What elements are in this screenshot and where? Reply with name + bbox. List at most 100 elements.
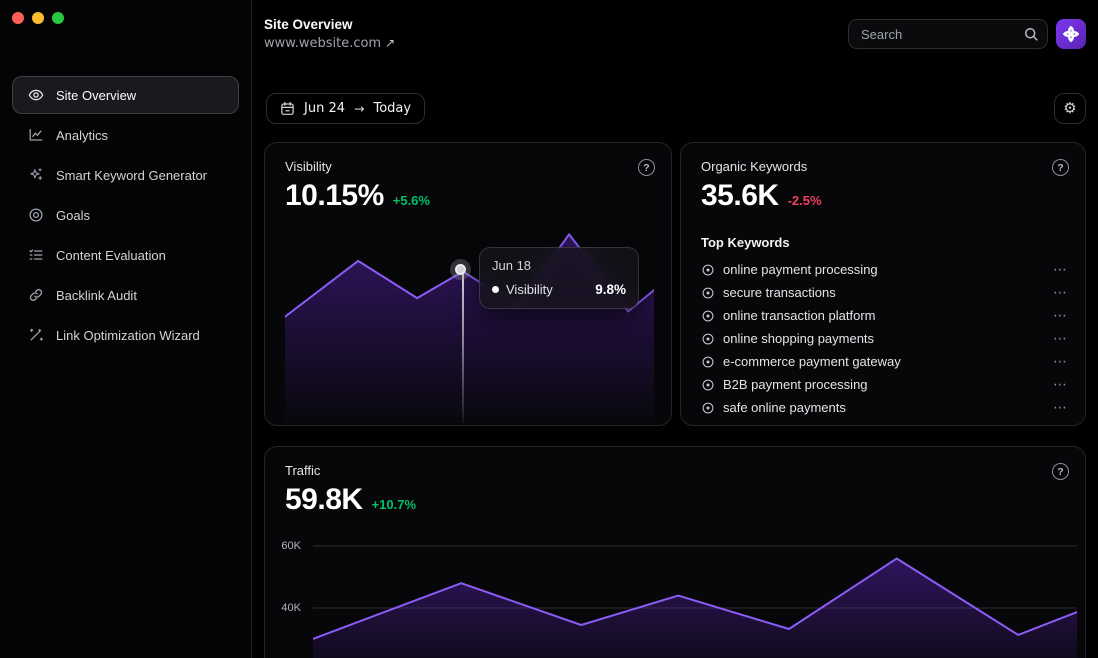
traffic-card: Traffic ? 59.8K +10.7% 60K 40K [264, 446, 1086, 658]
traffic-help-icon[interactable]: ? [1052, 463, 1069, 480]
keyword-menu-button[interactable]: ⋯ [1049, 309, 1071, 323]
chart-hover-marker [455, 264, 466, 275]
date-range-button[interactable]: Jun 24 → Today [266, 93, 426, 124]
keyword-target-icon [701, 263, 715, 277]
sidebar-item-backlink-audit[interactable]: Backlink Audit [12, 276, 239, 314]
keyword-label: online payment processing [723, 262, 878, 277]
traffic-ytick-60k: 60K [281, 540, 301, 552]
eye-icon [28, 87, 44, 103]
search-box [848, 19, 1048, 49]
keyword-menu-button[interactable]: ⋯ [1049, 401, 1071, 415]
visibility-value: 10.15% [285, 179, 384, 212]
keyword-row[interactable]: e-commerce payment gateway ⋯ [701, 350, 1071, 373]
keyword-label: online transaction platform [723, 308, 876, 323]
sidebar-item-goals[interactable]: Goals [12, 196, 239, 234]
link-icon [28, 287, 44, 303]
settings-button[interactable]: ⚙ [1054, 93, 1086, 124]
trend-line [313, 557, 1077, 640]
traffic-chart[interactable] [313, 539, 1077, 658]
keyword-row[interactable]: safe online payments ⋯ [701, 396, 1071, 419]
sidebar-item-content-evaluation[interactable]: Content Evaluation [12, 236, 239, 274]
traffic-delta-badge: +10.7% [371, 497, 417, 512]
keyword-target-icon [701, 286, 715, 300]
gear-icon: ⚙ [1063, 99, 1077, 117]
keyword-target-icon [701, 378, 715, 392]
traffic-card-title: Traffic [285, 463, 321, 478]
sparkles-icon [28, 167, 44, 183]
organic-keywords-help-icon[interactable]: ? [1052, 159, 1069, 176]
target-icon [28, 207, 44, 223]
keyword-menu-button[interactable]: ⋯ [1049, 332, 1071, 346]
visibility-card: Visibility ? 10.15% +5.6% Jun 18 [264, 142, 672, 426]
keyword-row[interactable]: online transaction platform ⋯ [701, 304, 1071, 327]
arrow-right-icon: → [354, 101, 365, 116]
tooltip-series-name: Visibility [506, 282, 553, 297]
sidebar: Site Overview Analytics Smart Keyword Gene… [0, 0, 252, 658]
organic-keywords-value: 35.6K [701, 179, 779, 212]
external-link-icon: ↗ [385, 36, 396, 50]
site-url-link[interactable]: www.website.com ↗ [264, 36, 395, 51]
window-controls [12, 12, 64, 24]
sidebar-item-link-optimization-wizard[interactable]: Link Optimization Wizard [12, 316, 239, 354]
chart-crosshair-line [462, 273, 464, 423]
keyword-menu-button[interactable]: ⋯ [1049, 286, 1071, 300]
keyword-label: safe online payments [723, 400, 846, 415]
sidebar-item-label: Content Evaluation [56, 247, 166, 263]
keyword-label: B2B payment processing [723, 377, 868, 392]
keyword-menu-button[interactable]: ⋯ [1049, 355, 1071, 369]
tooltip-series-value: 9.8% [595, 282, 626, 297]
keyword-menu-button[interactable]: ⋯ [1049, 378, 1071, 392]
sidebar-item-smart-keyword-generator[interactable]: Smart Keyword Generator [12, 156, 239, 194]
keyword-row[interactable]: secure transactions ⋯ [701, 281, 1071, 304]
keyword-target-icon [701, 309, 715, 323]
window-close-button[interactable] [12, 12, 24, 24]
sidebar-item-label: Goals [56, 207, 90, 223]
visibility-help-icon[interactable]: ? [638, 159, 655, 176]
search-input[interactable] [848, 19, 1048, 49]
traffic-ytick-40k: 40K [281, 602, 301, 614]
keyword-row[interactable]: online payment processing ⋯ [701, 258, 1071, 281]
pinwheel-logo-icon [1061, 24, 1081, 44]
tooltip-date: Jun 18 [492, 258, 532, 273]
window-minimize-button[interactable] [32, 12, 44, 24]
sidebar-item-label: Backlink Audit [56, 287, 137, 303]
keyword-menu-button[interactable]: ⋯ [1049, 263, 1071, 277]
chart-icon [28, 127, 44, 143]
wand-icon [28, 327, 44, 343]
area-fill [313, 558, 1077, 658]
page-title: Site Overview [264, 17, 353, 32]
top-keywords-title: Top Keywords [701, 235, 790, 250]
app-logo-button[interactable] [1056, 19, 1086, 49]
keyword-target-icon [701, 355, 715, 369]
sidebar-nav: Site Overview Analytics Smart Keyword Gene… [12, 76, 239, 356]
visibility-chart[interactable]: Jun 18 Visibility 9.8% [285, 229, 654, 423]
keyword-label: secure transactions [723, 285, 836, 300]
keyword-row[interactable]: online shopping payments ⋯ [701, 327, 1071, 350]
site-url-text: www.website.com [264, 36, 382, 51]
window-zoom-button[interactable] [52, 12, 64, 24]
keyword-label: online shopping payments [723, 331, 875, 346]
visibility-card-title: Visibility [285, 159, 332, 174]
calendar-icon [280, 101, 295, 116]
sidebar-item-label: Site Overview [56, 87, 137, 103]
sidebar-item-label: Link Optimization Wizard [56, 327, 200, 343]
chart-tooltip: Jun 18 Visibility 9.8% [479, 247, 639, 309]
tooltip-series-dot-icon [492, 286, 499, 293]
list-checks-icon [28, 247, 44, 263]
visibility-delta-badge: +5.6% [392, 193, 430, 208]
keyword-row[interactable]: B2B payment processing ⋯ [701, 373, 1071, 396]
date-range-start: Jun 24 [304, 101, 345, 116]
keyword-target-icon [701, 401, 715, 415]
organic-keywords-delta-badge: -2.5% [787, 193, 822, 208]
organic-keywords-card-title: Organic Keywords [701, 159, 808, 174]
sidebar-item-analytics[interactable]: Analytics [12, 116, 239, 154]
sidebar-item-label: Analytics [56, 127, 109, 143]
sidebar-item-label: Smart Keyword Generator [56, 167, 208, 183]
keyword-target-icon [701, 332, 715, 346]
top-keywords-list: online payment processing ⋯ secure transac… [701, 258, 1071, 419]
organic-keywords-card: Organic Keywords ? 35.6K -2.5% Top Keywo… [680, 142, 1086, 426]
keyword-label: e-commerce payment gateway [723, 354, 901, 369]
sidebar-item-site-overview[interactable]: Site Overview [12, 76, 239, 114]
traffic-value: 59.8K [285, 483, 363, 516]
